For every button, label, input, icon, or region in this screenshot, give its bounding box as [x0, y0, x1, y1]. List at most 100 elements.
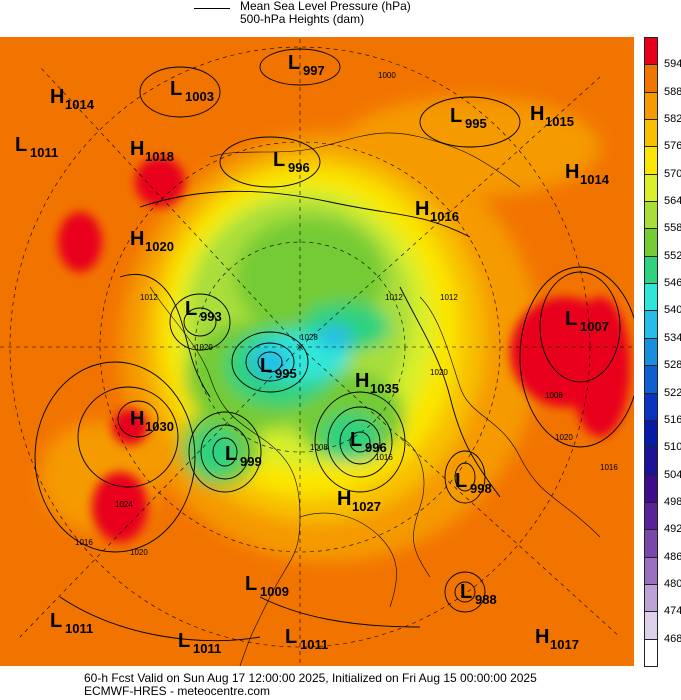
pressure-center-value: 1011 [193, 641, 221, 656]
pressure-center-value: 995 [275, 366, 297, 381]
high-pressure-center: H [415, 198, 429, 220]
low-pressure-center: L [245, 573, 257, 595]
isobars [0, 37, 634, 666]
colorbar-tick-label: 486 [664, 550, 681, 563]
isobar-value-label: 1016 [600, 463, 618, 472]
colorbar-swatch [644, 37, 658, 66]
pressure-center-value: 1003 [185, 89, 214, 104]
low-pressure-center: L [225, 443, 237, 465]
high-pressure-center: H [565, 161, 579, 183]
colorbar-tick-label: 552 [664, 249, 681, 262]
forecast-valid-text: 60-h Fcst Valid on Sun Aug 17 12:00:00 2… [84, 671, 537, 685]
pressure-center-value: 1030 [145, 419, 174, 434]
isobar-value-label: 1000 [378, 71, 396, 80]
pressure-center-value: 999 [240, 454, 262, 469]
colorbar-tick-label: 516 [664, 413, 681, 426]
colorbar-swatch [644, 310, 658, 339]
colorbar-swatch [644, 419, 658, 449]
colorbar-tick-label: 594 [664, 58, 681, 71]
high-pressure-center: H [355, 370, 369, 392]
weather-map: H 1014 L 1003 L 997 L 995 H 1015 L 1011 H 1018 L 996 H 10… [0, 37, 634, 666]
isobar-value-label: 1008 [545, 391, 563, 400]
colorbar-swatch [644, 91, 658, 121]
colorbar-tick-label: 576 [664, 140, 681, 153]
high-pressure-center: H [530, 103, 544, 125]
colorbar-swatch [644, 337, 658, 367]
height-field-534 [250, 347, 290, 377]
colorbar-swatch [644, 173, 658, 203]
colorbar-swatch [644, 64, 658, 93]
pressure-center-value: 1011 [30, 145, 58, 160]
colorbar-tick-label: 480 [664, 577, 681, 590]
low-pressure-center: L [565, 308, 577, 330]
pressure-center-value: 988 [475, 592, 497, 607]
isobar-value-label: 1020 [430, 368, 448, 377]
colorbar-swatch [644, 255, 658, 285]
pressure-center-value: 998 [470, 481, 492, 496]
colorbar-tick-label: 498 [664, 495, 681, 508]
pressure-center-value: 1035 [370, 381, 399, 396]
low-pressure-center: L [50, 610, 62, 632]
pressure-center-value: 1011 [300, 637, 328, 652]
low-pressure-center: L [350, 429, 362, 451]
colorbar-swatch [644, 474, 658, 503]
colorbar-tick-label: 534 [664, 331, 681, 344]
colorbar-tick-label: 588 [664, 85, 681, 98]
low-pressure-center: L [288, 52, 300, 74]
isobar-value-label: 1020 [555, 433, 573, 442]
low-pressure-center: L [185, 298, 197, 320]
colorbar [644, 37, 660, 667]
pressure-center-value: 1011 [65, 621, 93, 636]
pressure-center-value: 1018 [145, 149, 174, 164]
colorbar-swatch [644, 501, 658, 531]
map-canvas [0, 37, 634, 666]
isobar-legend-line [194, 8, 230, 9]
high-pressure-center: H [535, 626, 549, 648]
isobar-value-label: 1016 [75, 538, 93, 547]
colorbar-tick-label: 546 [664, 277, 681, 290]
low-pressure-center: L [273, 149, 285, 171]
legend-heights-label: 500-hPa Heights (dam) [240, 12, 365, 26]
colorbar-tick-label: 492 [664, 523, 681, 536]
pressure-center-value: 1017 [550, 637, 579, 652]
colorbar-swatch [644, 365, 658, 394]
pressure-center-value: 1014 [580, 172, 610, 187]
colorbar-tick-label: 510 [664, 441, 681, 454]
high-pressure-center: H [337, 488, 351, 510]
pressure-center-value: 1009 [260, 584, 289, 599]
pressure-center-value: 1020 [145, 239, 174, 254]
colorbar-swatch [644, 529, 658, 558]
low-pressure-center: L [15, 134, 27, 156]
isobar-value-label: 1012 [440, 293, 458, 302]
colorbar-swatch [644, 583, 658, 613]
pressure-center-value: 996 [288, 160, 310, 175]
legend: Mean Sea Level Pressure (hPa) 500-hPa He… [190, 0, 490, 34]
coastlines [149, 132, 601, 666]
low-pressure-center: L [455, 470, 467, 492]
colorbar-tick-label: 558 [664, 222, 681, 235]
colorbar-swatch [644, 556, 658, 585]
isobar-value-label: 1020 [195, 343, 213, 352]
colorbar-swatch [644, 447, 658, 476]
isobar-value-label: 1024 [115, 500, 133, 509]
colorbar-swatch [644, 119, 658, 148]
isobar-value-label: 1008 [310, 443, 328, 452]
colorbar-tick-label: 522 [664, 386, 681, 399]
low-pressure-center: L [260, 355, 272, 377]
colorbar-swatch [644, 146, 658, 175]
colorbar-swatch [644, 283, 658, 312]
pressure-center-value: 1007 [580, 319, 609, 334]
legend-mslp-label: Mean Sea Level Pressure (hPa) [240, 0, 411, 13]
isobar-value-label: 1028 [300, 333, 318, 342]
low-pressure-center: L [178, 630, 190, 652]
high-pressure-center: H [130, 408, 144, 430]
isobar-value-label: 1020 [130, 548, 148, 557]
isobar-labels: 1000 1012 1012 1012 1008 1016 1020 1028 1008 1020… [75, 71, 618, 557]
low-pressure-center: L [285, 626, 297, 648]
colorbar-swatch [644, 611, 658, 640]
high-pressure-center: H [130, 138, 144, 160]
model-source-text: ECMWF-HRES - meteocentre.com [84, 684, 271, 698]
isobar-value-label: 1012 [140, 293, 158, 302]
colorbar-tick-label: 528 [664, 359, 681, 372]
